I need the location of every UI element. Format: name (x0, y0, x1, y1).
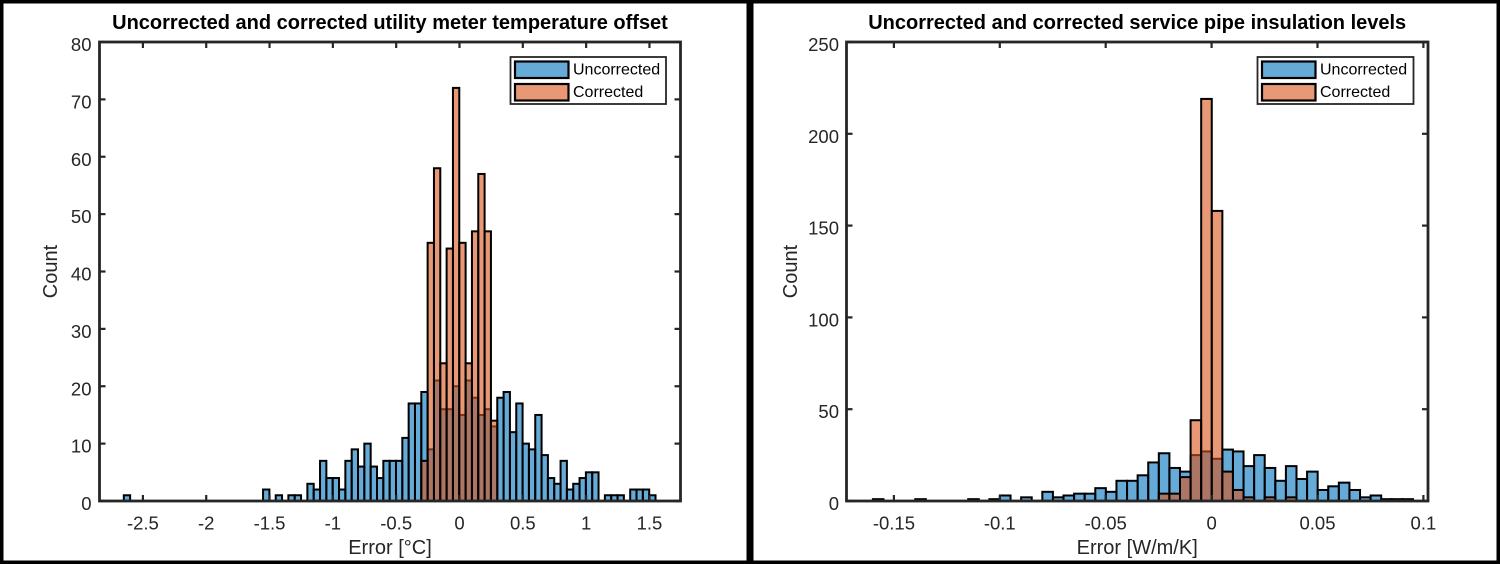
svg-text:20: 20 (71, 378, 92, 399)
svg-text:Count: Count (780, 244, 802, 298)
svg-text:1.5: 1.5 (637, 513, 663, 534)
svg-text:-2.5: -2.5 (127, 513, 159, 534)
svg-text:Uncorrected: Uncorrected (1320, 62, 1407, 79)
svg-text:10: 10 (71, 436, 92, 457)
svg-text:150: 150 (808, 218, 839, 239)
svg-text:0.05: 0.05 (1299, 513, 1335, 534)
svg-text:0: 0 (1206, 513, 1216, 534)
svg-text:-1.5: -1.5 (254, 513, 286, 534)
svg-text:Uncorrected and corrected util: Uncorrected and corrected utility meter … (112, 12, 668, 34)
svg-text:-1: -1 (325, 513, 341, 534)
svg-text:-0.05: -0.05 (1085, 513, 1127, 534)
svg-text:-0.5: -0.5 (380, 513, 412, 534)
svg-text:0.5: 0.5 (510, 513, 536, 534)
svg-text:Corrected: Corrected (1320, 84, 1390, 101)
svg-text:Error [°C]: Error [°C] (348, 537, 432, 559)
svg-text:-2: -2 (198, 513, 214, 534)
svg-text:80: 80 (71, 34, 92, 55)
svg-text:0: 0 (829, 493, 839, 514)
svg-text:Corrected: Corrected (573, 84, 643, 101)
svg-text:70: 70 (71, 91, 92, 112)
svg-text:Error [W/m/K]: Error [W/m/K] (1077, 537, 1198, 559)
svg-text:0: 0 (454, 513, 464, 534)
svg-text:200: 200 (808, 126, 839, 147)
svg-text:40: 40 (71, 264, 92, 285)
svg-text:250: 250 (808, 34, 839, 55)
svg-text:50: 50 (71, 206, 92, 227)
svg-text:-0.15: -0.15 (873, 513, 915, 534)
svg-text:Count: Count (40, 244, 62, 298)
svg-text:30: 30 (71, 321, 92, 342)
svg-text:100: 100 (808, 309, 839, 330)
svg-text:1: 1 (581, 513, 591, 534)
svg-text:60: 60 (71, 149, 92, 170)
svg-text:0.1: 0.1 (1411, 513, 1437, 534)
svg-text:Uncorrected: Uncorrected (573, 62, 660, 79)
svg-text:Uncorrected and corrected serv: Uncorrected and corrected service pipe i… (868, 12, 1406, 34)
svg-text:0: 0 (81, 493, 91, 514)
svg-text:50: 50 (818, 401, 839, 422)
svg-text:-0.1: -0.1 (984, 513, 1016, 534)
